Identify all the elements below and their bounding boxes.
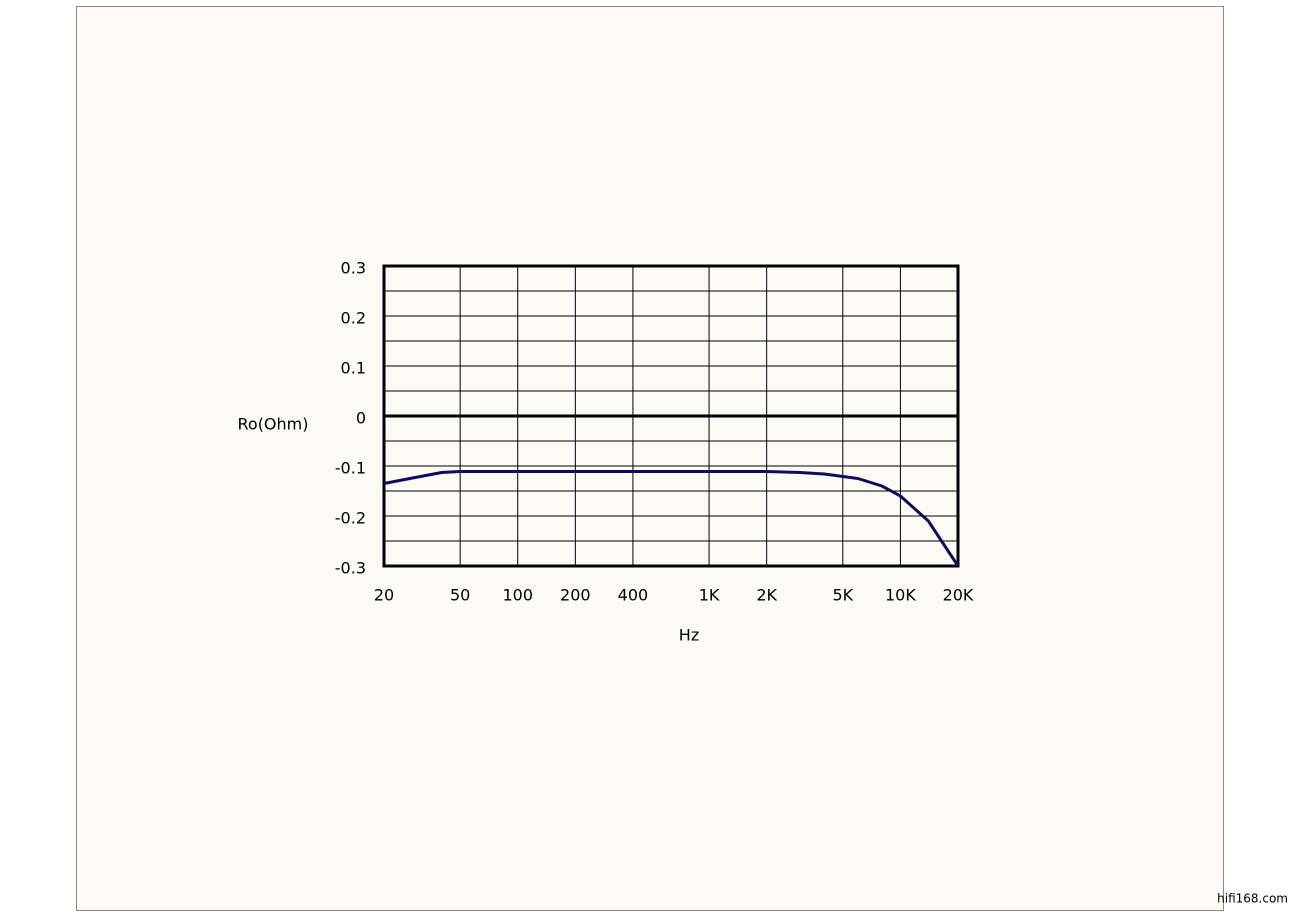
x-tick-label: 10K <box>885 586 916 605</box>
y-tick-label: 0.3 <box>341 259 366 278</box>
y-tick-label: -0.2 <box>335 509 366 528</box>
frame <box>76 6 1224 911</box>
x-tick-label: 20 <box>374 586 394 605</box>
x-tick-label: 100 <box>502 586 533 605</box>
y-tick-label: 0.1 <box>341 359 366 378</box>
x-tick-label: 400 <box>618 586 649 605</box>
y-axis-label: Ro(Ohm) <box>238 415 309 434</box>
x-tick-label: 1K <box>699 586 720 605</box>
x-tick-label: 5K <box>832 586 853 605</box>
y-tick-label: -0.3 <box>335 559 366 578</box>
x-tick-label: 50 <box>450 586 470 605</box>
x-axis-label: Hz <box>679 626 699 645</box>
line-series <box>383 470 960 567</box>
x-tick-label: 2K <box>756 586 777 605</box>
y-tick-label: 0.2 <box>341 309 366 328</box>
y-tick-label: 0 <box>356 409 366 428</box>
watermark: hifi168.com <box>1217 892 1288 906</box>
plot-border <box>382 264 960 568</box>
x-tick-label: 20K <box>943 586 974 605</box>
x-tick-label: 200 <box>560 586 591 605</box>
y-tick-label: -0.1 <box>335 459 366 478</box>
